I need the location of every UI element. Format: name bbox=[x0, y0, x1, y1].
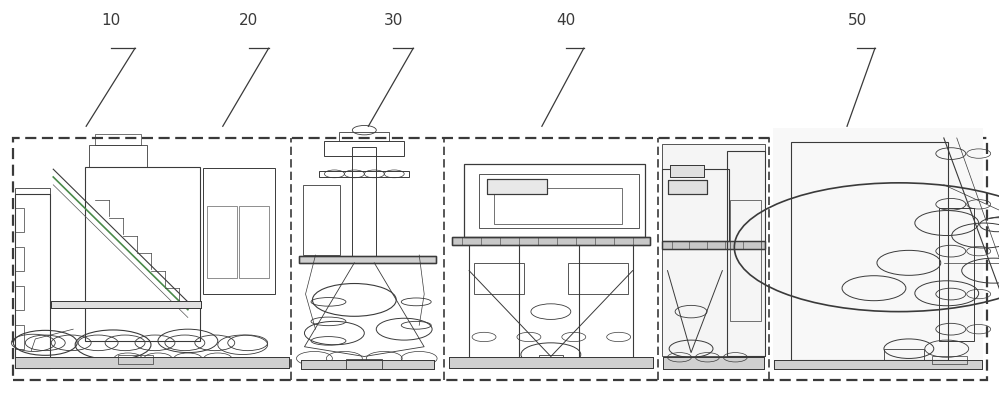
Bar bbox=[774, 360, 982, 369]
Bar bbox=[352, 147, 376, 256]
Bar bbox=[85, 167, 200, 341]
Text: 30: 30 bbox=[384, 13, 403, 28]
Bar bbox=[51, 301, 201, 308]
Bar bbox=[662, 241, 765, 249]
Bar bbox=[449, 357, 653, 368]
Bar bbox=[662, 169, 729, 241]
Bar bbox=[15, 357, 289, 368]
Bar bbox=[663, 357, 764, 369]
Bar bbox=[13, 138, 987, 380]
Bar bbox=[303, 185, 340, 255]
Bar bbox=[301, 360, 434, 369]
Bar bbox=[668, 180, 707, 194]
Bar bbox=[207, 206, 237, 279]
Bar bbox=[89, 145, 147, 167]
Bar bbox=[324, 141, 404, 156]
Bar bbox=[474, 263, 524, 294]
Bar bbox=[939, 208, 974, 341]
Bar bbox=[15, 286, 24, 310]
Bar bbox=[15, 247, 24, 271]
Bar bbox=[670, 165, 704, 177]
Bar bbox=[239, 206, 269, 279]
Bar bbox=[487, 179, 547, 194]
Bar bbox=[479, 174, 639, 228]
Bar bbox=[452, 237, 650, 245]
Bar bbox=[932, 356, 967, 364]
Text: 20: 20 bbox=[239, 13, 258, 28]
Bar bbox=[568, 263, 628, 294]
Bar bbox=[95, 134, 141, 145]
Bar bbox=[449, 357, 653, 368]
Bar bbox=[773, 128, 983, 368]
Bar bbox=[319, 171, 409, 177]
Bar bbox=[663, 357, 764, 369]
Bar bbox=[15, 194, 50, 368]
Bar bbox=[51, 301, 201, 308]
Bar bbox=[662, 241, 765, 249]
Bar bbox=[774, 360, 982, 369]
Bar bbox=[539, 354, 563, 364]
Bar bbox=[15, 188, 50, 194]
Bar bbox=[884, 349, 924, 364]
Text: 10: 10 bbox=[101, 13, 121, 28]
Bar bbox=[346, 359, 382, 369]
Bar bbox=[730, 200, 761, 321]
Bar bbox=[452, 237, 650, 245]
Bar bbox=[118, 354, 153, 364]
Bar bbox=[662, 143, 765, 356]
Bar bbox=[301, 360, 434, 369]
Bar bbox=[727, 151, 765, 356]
Bar bbox=[299, 256, 436, 263]
Text: 50: 50 bbox=[847, 13, 867, 28]
Bar bbox=[15, 208, 24, 231]
Bar bbox=[668, 180, 707, 194]
Bar bbox=[487, 179, 547, 194]
Bar bbox=[464, 164, 645, 237]
Bar bbox=[299, 256, 436, 263]
Bar bbox=[15, 357, 289, 368]
Bar bbox=[15, 325, 24, 349]
Bar bbox=[203, 168, 275, 294]
Bar bbox=[791, 142, 948, 360]
Bar bbox=[339, 132, 389, 141]
Bar bbox=[670, 165, 704, 177]
Text: 40: 40 bbox=[556, 13, 575, 28]
Bar bbox=[494, 187, 622, 224]
